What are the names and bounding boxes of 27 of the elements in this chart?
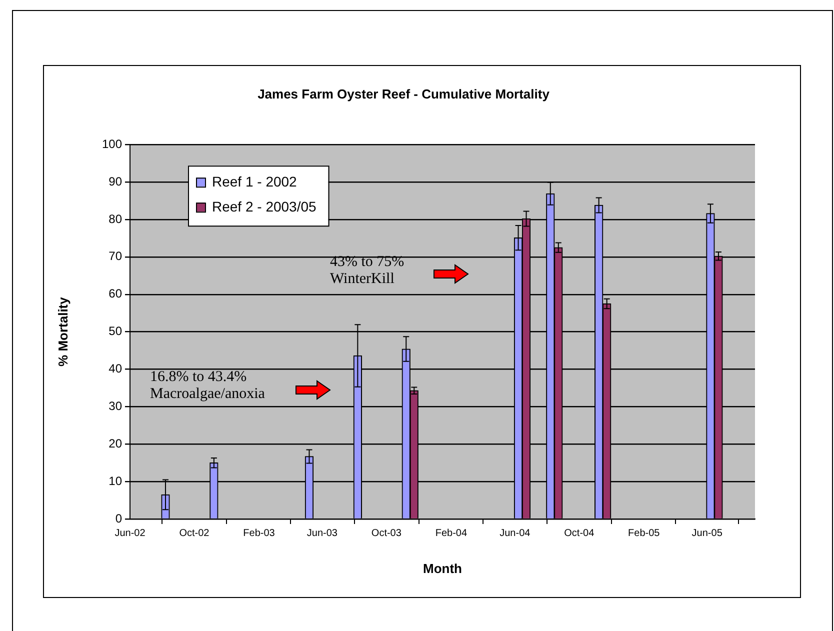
annotation: 16.8% to 43.4% Macroalgae/anoxia [150, 368, 266, 402]
y-tick-label: 80 [108, 212, 122, 226]
x-tick-label: Jun-04 [500, 528, 531, 539]
y-tick-label: 10 [108, 474, 122, 488]
x-axis-title: Month [423, 560, 462, 576]
y-tick-label: 60 [108, 286, 122, 301]
chart-title: James Farm Oyster Reef - Cumulative Mortality [258, 86, 550, 102]
y-tick-label: 0 [115, 511, 122, 526]
y-tick-label: 40 [108, 362, 122, 376]
x-tick-label: Feb-04 [435, 528, 468, 539]
y-axis-title: % Mortality [55, 296, 70, 366]
y-tick-label: 30 [108, 398, 122, 413]
x-tick-label: Oct-02 [179, 528, 210, 539]
y-tick-label: 100 [102, 136, 122, 151]
legend-label: Reef 1 - 2002 [212, 173, 298, 190]
y-tick-label: 50 [108, 324, 122, 338]
legend-label: Reef 2 - 2003/05 [212, 198, 317, 214]
x-tick-label: Oct-03 [371, 528, 402, 539]
y-tick-label: 90 [108, 174, 122, 188]
x-tick-label: Oct-04 [564, 528, 595, 539]
x-tick-label: Jun-02 [114, 528, 146, 539]
x-tick-label: Feb-05 [628, 528, 660, 539]
x-tick-label: Feb-03 [243, 528, 276, 539]
y-tick-label: 70 [108, 249, 122, 264]
x-tick-label: Jun-05 [692, 528, 723, 539]
y-tick-label: 20 [108, 436, 122, 450]
x-tick-label: Jun-03 [306, 528, 338, 539]
